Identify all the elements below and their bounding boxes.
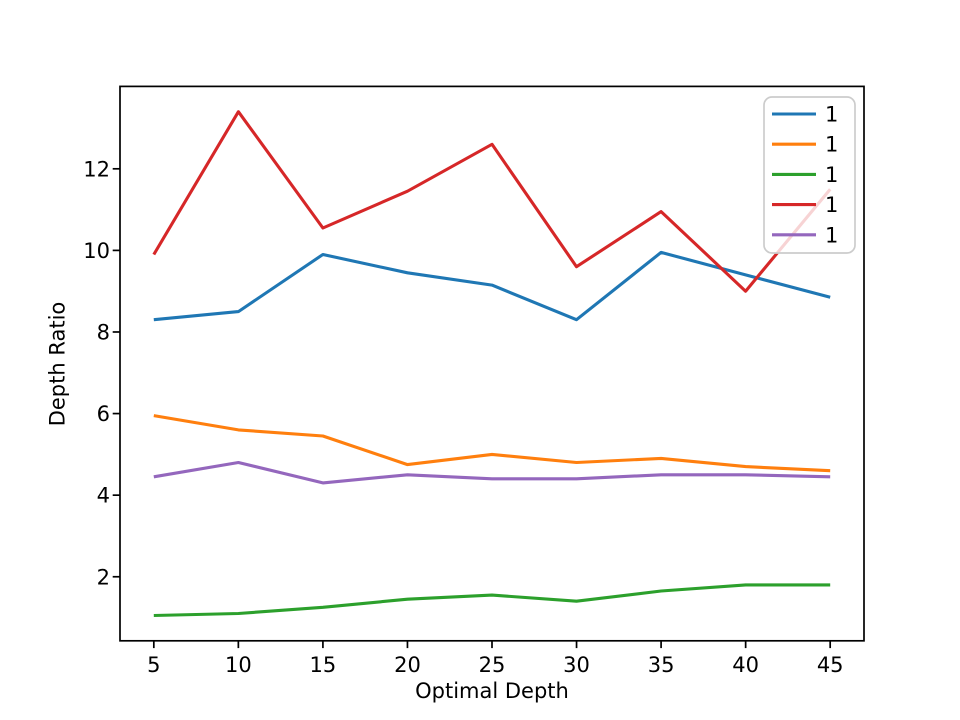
legend-label-2: 1 <box>825 163 838 187</box>
y-tick-label: 2 <box>97 565 110 589</box>
x-tick-label: 45 <box>817 653 844 677</box>
x-tick-label: 10 <box>225 653 252 677</box>
y-tick-label: 12 <box>83 157 110 181</box>
series-line-4 <box>153 460 831 485</box>
y-tick-label: 8 <box>97 320 110 344</box>
y-tick-label: 10 <box>83 239 110 263</box>
series-line-0 <box>153 250 831 322</box>
x-tick-label: 20 <box>394 653 421 677</box>
legend-label-3: 1 <box>825 193 838 217</box>
x-tick-label: 40 <box>732 653 759 677</box>
series-line-2 <box>153 583 831 618</box>
x-tick-label: 30 <box>563 653 590 677</box>
y-axis-label: Depth Ratio <box>45 301 70 427</box>
legend-label-1: 1 <box>825 133 838 157</box>
x-axis-label: Optimal Depth <box>415 679 569 703</box>
y-tick-label: 4 <box>97 484 110 508</box>
legend-label-4: 1 <box>825 223 838 247</box>
x-tick-label: 25 <box>479 653 506 677</box>
y-tick-label: 6 <box>97 402 110 426</box>
series-line-1 <box>153 414 831 473</box>
x-tick-label: 5 <box>147 653 160 677</box>
x-tick-label: 15 <box>310 653 337 677</box>
legend-label-0: 1 <box>825 103 838 127</box>
plot-spines <box>119 85 865 642</box>
series-line-3 <box>152 110 832 293</box>
x-tick-label: 35 <box>648 653 675 677</box>
